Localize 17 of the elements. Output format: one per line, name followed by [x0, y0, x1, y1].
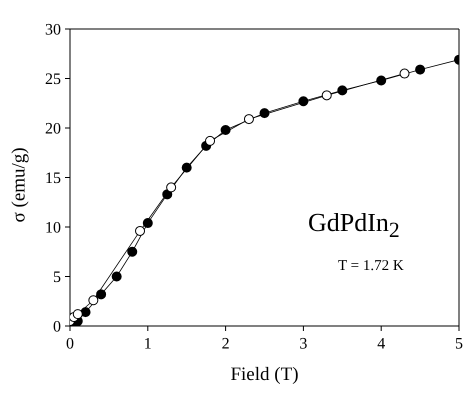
annotation: T = 1.72 K [338, 258, 404, 275]
x-tick-label: 4 [377, 335, 386, 352]
x-tick-label: 5 [455, 335, 463, 352]
x-axis-title: Field (T) [230, 364, 299, 385]
y-tick-label: 0 [53, 318, 61, 336]
annotation: GdPdIn$_{2}$ [308, 208, 400, 244]
y-tick-label: 30 [45, 22, 61, 39]
x-tick-label: 3 [299, 335, 308, 352]
x-tick-label: 2 [222, 335, 230, 352]
y-axis-title: σ (emu/g) [8, 147, 30, 222]
y-tick-label: 5 [53, 269, 61, 286]
y-tick-label: 25 [45, 71, 61, 88]
x-tick-label: 1 [144, 335, 152, 352]
y-tick-label: 15 [45, 170, 61, 188]
y-tick-label: 20 [45, 120, 61, 138]
x-tick-label: 0 [66, 335, 74, 352]
y-tick-label: 10 [45, 220, 61, 237]
